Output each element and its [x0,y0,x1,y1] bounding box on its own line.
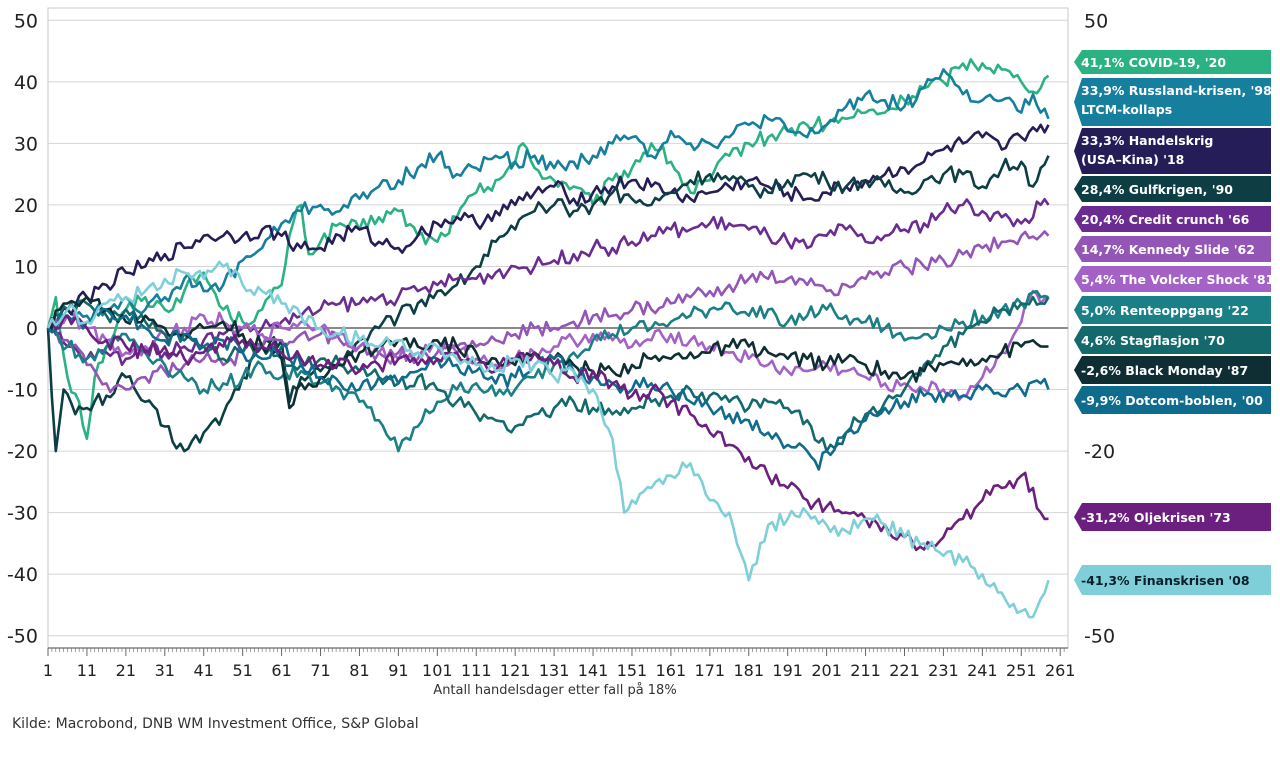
x-tick-label: 171 [695,661,726,680]
x-tick-label: 241 [967,661,998,680]
x-tick-label: 21 [116,661,136,680]
x-tick-label: 81 [349,661,369,680]
y-tick-label-left: 40 [14,72,38,94]
series-end-label: 41,1% COVID-19, '20 [1074,50,1271,74]
label-text: 4,6% Stagflasjon '70 [1081,333,1225,348]
series-end-label: 5,0% Renteoppgang '22 [1074,296,1271,324]
label-tag [1074,565,1271,595]
label-tag [1074,176,1271,202]
x-axis-title: Antall handelsdager etter fall på 18% [433,683,677,698]
series-line [47,295,1050,453]
x-tick-label: 91 [388,661,408,680]
x-tick-label: 201 [811,661,842,680]
y-tick-label-left: 10 [14,256,38,278]
label-text: 28,4% Gulfkrigen, '90 [1081,182,1233,197]
series-end-label: 14,7% Kennedy Slide '62 [1074,236,1271,262]
label-tag [1074,128,1271,174]
x-tick-label: 211 [850,661,881,680]
label-tag [1074,326,1271,354]
series-end-labels: 41,1% COVID-19, '20 33,9% Russland-krisen… [1074,50,1274,595]
series-end-label: 20,4% Credit crunch '66 [1074,206,1271,232]
series-line [47,230,1050,394]
x-tick-label: 31 [155,661,175,680]
source-note: Kilde: Macrobond, DNB WM Investment Offi… [12,716,419,732]
label-tag [1074,386,1271,414]
x-tick-label: 161 [656,661,687,680]
x-tick-label: 61 [271,661,291,680]
label-text: 41,1% COVID-19, '20 [1081,55,1226,70]
x-tick-label: 41 [194,661,214,680]
label-text: -9,9% Dotcom-boblen, '00 [1081,393,1263,408]
label-tag [1074,296,1271,324]
y-tick-label-left: -10 [7,380,38,402]
series-line [46,155,1050,453]
series-line [46,58,1050,441]
x-tick-label: 251 [1006,661,1037,680]
y-tick-label-left: 50 [14,10,38,32]
label-text: -2,6% Black Monday '87 [1081,363,1248,378]
label-text: -41,3% Finanskrisen '08 [1081,573,1250,588]
label-tag [1074,78,1271,126]
series-end-label: 33,9% Russland-krisen, '98 LTCM-kollaps [1074,78,1272,126]
y-tick-label-left: -30 [7,503,38,525]
x-tick-label: 71 [310,661,330,680]
label-text: 33,3% Handelskrig [1081,133,1213,148]
label-tag [1074,236,1271,262]
label-text: LTCM-kollaps [1081,102,1172,117]
x-tick-label: 101 [422,661,453,680]
series-end-label: -2,6% Black Monday '87 [1074,356,1271,384]
x-tick-label: 181 [733,661,764,680]
x-tick-label: 111 [461,661,492,680]
y-tick-label-left: 0 [26,318,38,340]
x-tick-label: 151 [617,661,648,680]
series-line [46,314,1049,552]
y-tick-label-right: -20 [1084,441,1115,463]
label-text: 14,7% Kennedy Slide '62 [1081,242,1255,257]
series-end-label: -9,9% Dotcom-boblen, '00 [1074,386,1271,414]
label-text: 33,9% Russland-krisen, '98 [1081,83,1272,98]
x-tick-label: 191 [772,661,803,680]
label-tag [1074,50,1271,74]
x-tick-label: 231 [928,661,959,680]
x-tick-label: 131 [539,661,570,680]
label-tag [1074,206,1271,232]
label-tag [1074,266,1271,292]
y-tick-label-right: 50 [1084,10,1108,32]
x-tick-label: 11 [77,661,97,680]
x-tick-label: 221 [889,661,920,680]
series-line [46,260,1050,619]
series-end-label: -31,2% Oljekrisen '73 [1074,503,1271,531]
y-tick-label-right: -50 [1084,626,1115,648]
x-tick-label: 1 [43,661,53,680]
series-lines [46,58,1050,619]
y-tick-label-left: -50 [7,626,38,648]
y-tick-label-left: -40 [7,564,38,586]
y-tick-label-left: 20 [14,195,38,217]
label-text: (USA–Kina) '18 [1081,152,1184,167]
series-end-label: 4,6% Stagflasjon '70 [1074,326,1271,354]
y-tick-label-left: -20 [7,441,38,463]
series-end-label: -41,3% Finanskrisen '08 [1074,565,1271,595]
x-tick-label: 141 [578,661,609,680]
series-end-label: 33,3% Handelskrig (USA–Kina) '18 [1074,128,1271,174]
label-tag [1074,503,1271,531]
series-line [47,68,1050,330]
label-tag [1074,356,1271,384]
series-line [47,307,1050,471]
series-end-label: 28,4% Gulfkrigen, '90 [1074,176,1271,202]
x-tick-label: 261 [1045,661,1076,680]
series-line [47,123,1050,332]
series-end-label: 5,4% The Volcker Shock '81 [1074,266,1274,292]
label-text: -31,2% Oljekrisen '73 [1081,510,1231,525]
label-text: 5,0% Renteoppgang '22 [1081,303,1249,318]
label-text: 20,4% Credit crunch '66 [1081,212,1250,227]
x-tick-label: 121 [500,661,531,680]
x-tick-label: 51 [232,661,252,680]
label-text: 5,4% The Volcker Shock '81 [1081,272,1274,287]
y-tick-label-left: 30 [14,133,38,155]
